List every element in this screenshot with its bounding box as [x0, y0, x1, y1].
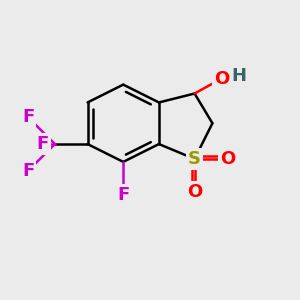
Text: F: F	[37, 135, 49, 153]
Text: F: F	[22, 162, 34, 180]
Text: O: O	[220, 150, 235, 168]
Text: F: F	[117, 186, 129, 204]
Text: O: O	[187, 183, 202, 201]
Text: F: F	[22, 108, 34, 126]
Text: H: H	[232, 67, 247, 85]
Text: S: S	[188, 150, 201, 168]
Text: O: O	[214, 70, 229, 88]
